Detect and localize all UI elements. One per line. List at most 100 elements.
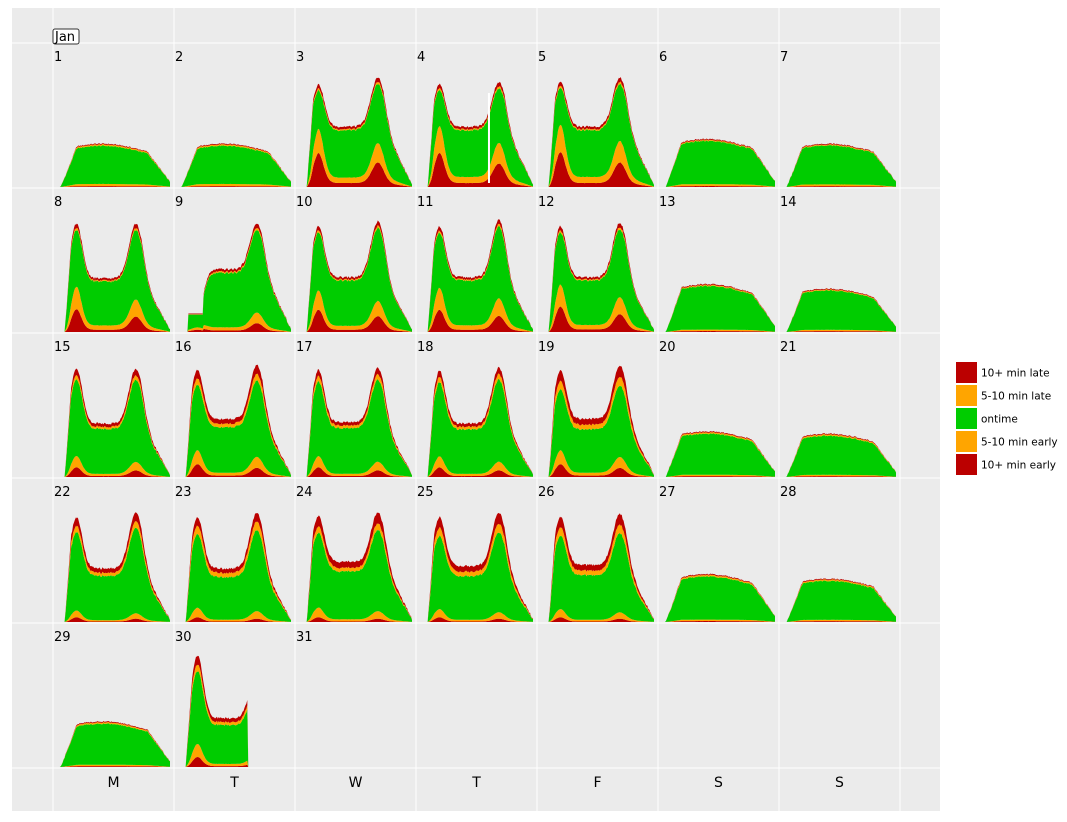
day-panel: 20 xyxy=(659,340,775,477)
series-area-10-min-early xyxy=(177,323,291,332)
day-panel: 5 xyxy=(538,50,654,187)
day-panel: 7 xyxy=(780,50,896,187)
series-area-5-10-min-late xyxy=(419,373,533,477)
series-area-5-10-min-early xyxy=(177,744,291,767)
day-number: 16 xyxy=(175,340,192,355)
series-area-5-10-min-early xyxy=(56,286,170,332)
day-number: 26 xyxy=(538,485,555,500)
day-number: 1 xyxy=(54,50,62,65)
day-panel: 30 xyxy=(175,630,291,767)
series-area-10-min-early xyxy=(661,476,775,477)
series-area-5-10-min-early xyxy=(782,474,896,477)
series-area-5-10-min-early xyxy=(782,329,896,332)
day-panel: 21 xyxy=(780,340,896,477)
series-area-10-min-early xyxy=(540,152,654,187)
series-area-ontime xyxy=(661,433,775,477)
series-area-ontime xyxy=(298,84,412,187)
series-area-ontime xyxy=(540,532,654,622)
series-area-10-min-early xyxy=(298,309,412,332)
legend-label: 10+ min late xyxy=(981,368,1050,380)
series-area-10-min-late xyxy=(419,513,533,622)
weekday-label: W xyxy=(349,775,363,791)
day-number: 9 xyxy=(175,195,183,210)
series-area-ontime xyxy=(661,576,775,622)
series-area-5-10-min-early xyxy=(540,609,654,622)
day-number: 28 xyxy=(780,485,797,500)
series-area-ontime xyxy=(540,385,654,477)
day-number: 24 xyxy=(296,485,313,500)
series-area-10-min-late xyxy=(540,365,654,477)
series-area-5-10-min-early xyxy=(177,450,291,477)
legend-label: 5-10 min late xyxy=(981,391,1051,403)
day-number: 10 xyxy=(296,195,313,210)
series-area-ontime xyxy=(177,671,291,767)
series-area-10-min-late xyxy=(540,513,654,622)
series-area-5-10-min-early xyxy=(298,128,412,187)
series-area-ontime xyxy=(540,83,654,187)
series-area-10-min-early xyxy=(419,467,533,477)
day-number: 18 xyxy=(417,340,434,355)
weekday-label: S xyxy=(714,775,723,791)
series-area-5-10-min-early xyxy=(661,329,775,332)
day-panel: 10 xyxy=(296,195,412,332)
series-area-5-10-min-early xyxy=(56,183,170,187)
series-area-10-min-early xyxy=(177,464,291,477)
series-area-ontime xyxy=(56,379,170,477)
series-area-10-min-early xyxy=(177,757,291,767)
series-area-10-min-early xyxy=(177,617,291,622)
day-panel: 23 xyxy=(175,485,291,622)
series-area-10-min-late xyxy=(177,513,291,622)
series-area-5-10-min-early xyxy=(298,456,412,477)
day-panel: 3 xyxy=(296,50,412,187)
day-number: 13 xyxy=(659,195,676,210)
series-area-5-10-min-late xyxy=(540,524,654,622)
series-area-ontime xyxy=(177,380,291,477)
day-number: 31 xyxy=(296,630,313,645)
series-area-5-10-min-early xyxy=(540,124,654,187)
day-panel: 17 xyxy=(296,340,412,477)
series-area-10-min-early xyxy=(540,306,654,332)
day-panel: 2 xyxy=(175,50,291,187)
series-area-10-min-early xyxy=(298,617,412,622)
series-area-10-min-early xyxy=(540,617,654,622)
series-area-ontime xyxy=(419,532,533,622)
series-area-10-min-early xyxy=(419,309,533,332)
day-panel: 18 xyxy=(417,340,533,477)
series-area-5-10-min-early xyxy=(177,183,291,187)
series-area-5-10-min-late xyxy=(540,376,654,477)
day-panel: 15 xyxy=(54,340,170,477)
legend-swatch xyxy=(956,431,977,452)
weekday-label: M xyxy=(107,775,119,791)
weekday-label: T xyxy=(471,775,481,791)
series-area-10-min-late xyxy=(298,367,412,477)
series-area-ontime xyxy=(56,527,170,622)
day-number: 7 xyxy=(780,50,788,65)
day-number: 14 xyxy=(780,195,797,210)
series-area-10-min-early xyxy=(661,621,775,622)
day-number: 27 xyxy=(659,485,676,500)
series-area-10-min-early xyxy=(56,617,170,622)
series-area-10-min-early xyxy=(782,186,896,187)
series-area-5-10-min-early xyxy=(540,450,654,477)
series-area-5-10-min-early xyxy=(782,184,896,187)
series-area-10-min-early xyxy=(298,467,412,477)
series-area-10-min-early xyxy=(56,309,170,332)
day-number: 6 xyxy=(659,50,667,65)
series-area-5-10-min-early xyxy=(177,312,291,332)
day-number: 12 xyxy=(538,195,555,210)
day-panel: 13 xyxy=(659,195,775,332)
series-area-10-min-early xyxy=(661,331,775,332)
day-number: 8 xyxy=(54,195,62,210)
series-area-ontime xyxy=(661,285,775,332)
series-area-10-min-late xyxy=(298,220,412,332)
series-area-5-10-min-early xyxy=(419,609,533,622)
series-area-5-10-min-late xyxy=(177,373,291,477)
series-area-5-10-min-early xyxy=(661,474,775,477)
series-area-10-min-late xyxy=(419,219,533,332)
series-area-10-min-late xyxy=(419,366,533,477)
series-area-ontime xyxy=(782,290,896,332)
series-area-10-min-early xyxy=(782,621,896,622)
month-label-box: Jan xyxy=(52,28,80,45)
